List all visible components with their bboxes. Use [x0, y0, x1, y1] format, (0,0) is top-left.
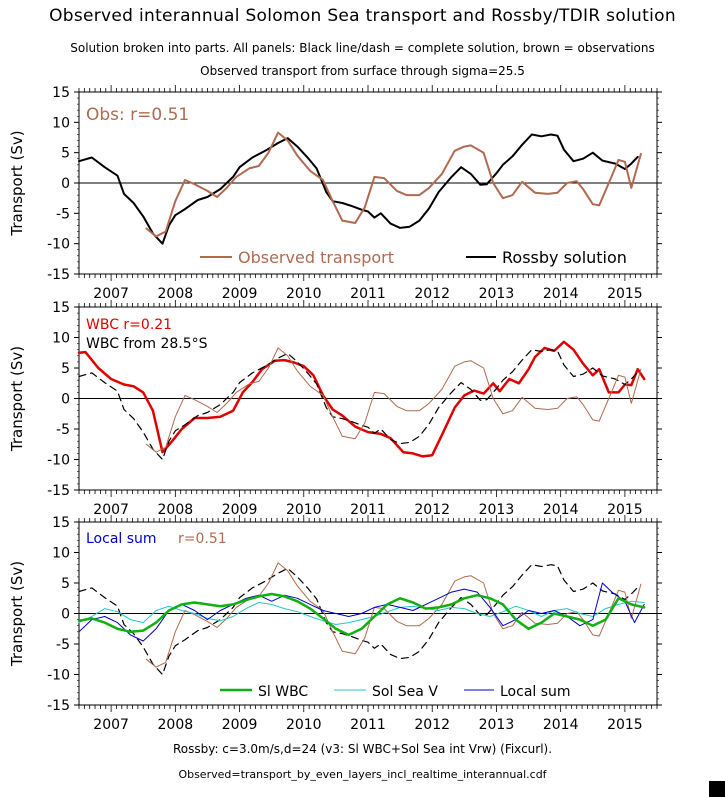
x-tick-label: 2009: [222, 286, 258, 302]
series-line-observed-transport: [145, 562, 642, 668]
x-tick-label: 2011: [350, 717, 386, 733]
x-tick-label: 2012: [414, 717, 450, 733]
corner-marker: [709, 781, 725, 797]
x-tick-label: 2013: [479, 286, 515, 302]
x-tick-label: 2010: [286, 717, 322, 733]
legend-label: Rossby solution: [502, 248, 627, 267]
x-tick-label: 2009: [222, 502, 258, 518]
y-tick-label: 15: [52, 300, 70, 316]
y-axis-label: Transport (Sv): [8, 130, 26, 236]
legend-label: Sl WBC: [258, 684, 308, 700]
y-tick-label: 10: [52, 115, 70, 131]
series-line-observed-transport: [145, 131, 642, 238]
figure-subtitle: Solution broken into parts. All panels: …: [70, 41, 655, 55]
legend-label: Sol Sea V: [372, 684, 438, 700]
y-tick-label: 5: [61, 146, 70, 162]
x-tick-label: 2015: [607, 286, 643, 302]
x-tick-label: 2007: [93, 502, 129, 518]
x-tick-label: 2012: [414, 286, 450, 302]
panel-annotation: Local sum: [86, 531, 157, 547]
y-tick-label: -15: [47, 267, 70, 283]
series-line-rossby-solution: [78, 564, 639, 676]
x-tick-label: 2015: [607, 717, 643, 733]
y-tick-label: -10: [47, 668, 70, 684]
figure-footer-2: Observed=transport_by_even_layers_incl_r…: [178, 768, 547, 781]
panel-annotation: r=0.51: [178, 531, 227, 547]
y-tick-label: -5: [56, 206, 70, 222]
x-tick-label: 2008: [158, 717, 194, 733]
x-tick-label: 2011: [350, 286, 386, 302]
x-tick-label: 2012: [414, 502, 450, 518]
y-tick-label: 15: [52, 515, 70, 531]
y-tick-label: 0: [61, 392, 70, 408]
x-tick-label: 2008: [158, 502, 194, 518]
y-tick-label: -15: [47, 483, 70, 499]
y-tick-label: -5: [56, 637, 70, 653]
x-tick-label: 2008: [158, 286, 194, 302]
legend-label: Observed transport: [238, 248, 394, 267]
series-line-rossby-solution: [78, 133, 639, 245]
figure-footer: Rossby: c=3.0m/s,d=24 (v3: Sl WBC+Sol Se…: [172, 742, 553, 756]
panel-annotation: Obs: r=0.51: [86, 105, 189, 125]
series-line-local-sum: [78, 582, 645, 642]
y-tick-label: 0: [61, 607, 70, 623]
panel-annotation: WBC from 28.5°S: [86, 336, 208, 352]
series-line-observed-transport: [145, 347, 642, 453]
x-tick-label: 2007: [93, 286, 129, 302]
x-tick-label: 2011: [350, 502, 386, 518]
x-tick-label: 2013: [479, 717, 515, 733]
y-tick-label: 10: [52, 331, 70, 347]
y-tick-label: 15: [52, 85, 70, 101]
y-tick-label: 5: [61, 361, 70, 377]
y-axis-label: Transport (Sv): [8, 346, 26, 452]
figure-subtitle-2: Observed transport from surface through …: [200, 64, 525, 78]
panel-annotation: WBC r=0.21: [86, 317, 172, 333]
y-tick-label: -10: [47, 237, 70, 253]
series-line-wbc-from-28-5-s: [77, 340, 646, 458]
legend-label: Local sum: [500, 684, 571, 700]
x-tick-label: 2010: [286, 502, 322, 518]
y-tick-label: 5: [61, 576, 70, 592]
y-tick-label: -15: [47, 698, 70, 714]
y-tick-label: 10: [52, 546, 70, 562]
series-line-sl-wbc: [77, 592, 646, 637]
y-axis-label: Transport (Sv): [8, 561, 26, 667]
y-tick-label: -5: [56, 422, 70, 438]
x-tick-label: 2010: [286, 286, 322, 302]
series-line-rossby-solution: [78, 349, 639, 461]
x-tick-label: 2014: [543, 717, 579, 733]
x-tick-label: 2014: [543, 286, 579, 302]
x-tick-label: 2009: [222, 717, 258, 733]
x-tick-label: 2014: [543, 502, 579, 518]
x-tick-label: 2007: [93, 717, 129, 733]
y-tick-label: -10: [47, 453, 70, 469]
x-tick-label: 2013: [479, 502, 515, 518]
y-tick-label: 0: [61, 176, 70, 192]
figure-title: Observed interannual Solomon Sea transpo…: [49, 6, 676, 26]
x-tick-label: 2015: [607, 502, 643, 518]
